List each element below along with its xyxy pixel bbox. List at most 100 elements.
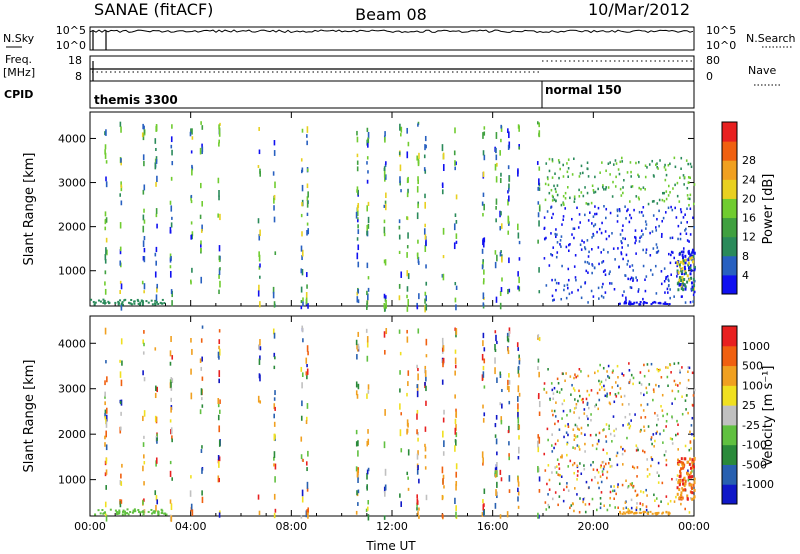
y-tick-label: 2000 bbox=[58, 221, 86, 234]
echo-cell bbox=[663, 199, 666, 203]
echo-cell bbox=[675, 478, 678, 481]
echo-cell bbox=[384, 137, 386, 143]
echo-cell bbox=[676, 269, 679, 273]
echo-cell bbox=[454, 281, 457, 286]
echo-cell bbox=[599, 502, 602, 506]
echo-cell bbox=[687, 197, 690, 200]
echo-cell bbox=[682, 260, 685, 264]
echo-cell bbox=[629, 511, 632, 514]
echo-cell bbox=[590, 418, 592, 422]
echo-cell bbox=[483, 269, 485, 275]
echo-cell bbox=[682, 247, 685, 250]
echo-cell bbox=[610, 282, 613, 285]
echo-cell bbox=[356, 354, 358, 360]
echo-cell bbox=[683, 463, 686, 467]
echo-cell bbox=[300, 300, 303, 304]
echo-cell bbox=[655, 163, 657, 167]
echo-cell bbox=[115, 512, 118, 515]
echo-cell bbox=[109, 508, 112, 511]
echo-cell bbox=[543, 387, 545, 391]
echo-cell bbox=[623, 302, 626, 305]
echo-cell bbox=[496, 377, 498, 383]
echo-cell bbox=[684, 287, 687, 291]
echo-cell bbox=[549, 398, 551, 402]
echo-cell bbox=[455, 463, 458, 470]
echo-cell bbox=[591, 271, 593, 275]
echo-cell bbox=[690, 424, 693, 427]
echo-cell bbox=[190, 503, 193, 510]
echo-cell bbox=[499, 469, 502, 475]
echo-cell bbox=[218, 195, 220, 201]
echo-cell bbox=[170, 256, 172, 261]
echo-cell bbox=[356, 136, 359, 143]
echo-cell bbox=[606, 476, 608, 480]
echo-cell bbox=[537, 465, 539, 473]
echo-cell bbox=[356, 160, 359, 165]
echo-cell bbox=[575, 406, 577, 409]
echo-cell bbox=[258, 284, 260, 292]
echo-cell bbox=[141, 300, 144, 303]
echo-cell bbox=[629, 286, 632, 289]
echo-cell bbox=[598, 297, 600, 300]
echo-cell bbox=[442, 255, 445, 259]
echo-cell bbox=[598, 486, 600, 490]
echo-cell bbox=[272, 291, 275, 299]
echo-cell bbox=[602, 467, 605, 471]
echo-cell bbox=[562, 175, 565, 178]
echo-cell bbox=[578, 195, 581, 198]
echo-cell bbox=[399, 164, 402, 172]
echo-cell bbox=[384, 203, 387, 211]
freq-label: Freq. bbox=[5, 53, 32, 66]
echo-cell bbox=[684, 444, 687, 448]
echo-cell bbox=[566, 442, 568, 446]
echo-cell bbox=[200, 449, 203, 453]
echo-cell bbox=[582, 171, 584, 175]
echo-cell bbox=[598, 398, 601, 402]
echo-cell bbox=[678, 200, 681, 203]
echo-cell bbox=[258, 510, 261, 516]
echo-cell bbox=[105, 407, 108, 414]
echo-cell bbox=[587, 301, 589, 304]
echo-cell bbox=[551, 158, 554, 161]
echo-cell bbox=[537, 512, 539, 519]
echo-cell bbox=[600, 231, 603, 235]
echo-cell bbox=[569, 196, 571, 200]
echo-cell bbox=[499, 226, 502, 231]
colorbar-tick-label: 24 bbox=[742, 173, 756, 186]
echo-cell bbox=[691, 475, 694, 479]
echo-cell bbox=[693, 251, 696, 255]
echo-cell bbox=[580, 285, 582, 289]
echo-cell bbox=[406, 336, 409, 343]
echo-cell bbox=[190, 234, 193, 240]
echo-cell bbox=[683, 265, 686, 269]
echo-cell bbox=[517, 481, 520, 487]
echo-cell bbox=[631, 185, 634, 188]
echo-cell bbox=[120, 426, 122, 431]
echo-cell bbox=[366, 305, 368, 310]
echo-cell bbox=[191, 231, 194, 237]
echo-cell bbox=[657, 167, 659, 170]
echo-cell bbox=[587, 423, 589, 427]
echo-cell bbox=[424, 298, 426, 304]
echo-cell bbox=[650, 436, 653, 439]
echo-cell bbox=[640, 391, 642, 395]
echo-cell bbox=[670, 273, 673, 276]
echo-cell bbox=[643, 429, 646, 432]
echo-cell bbox=[628, 369, 631, 372]
echo-cell bbox=[455, 511, 457, 518]
echo-cell bbox=[384, 484, 387, 491]
echo-cell bbox=[538, 336, 541, 342]
echo-cell bbox=[455, 432, 458, 438]
echo-cell bbox=[576, 478, 578, 481]
echo-cell bbox=[649, 254, 652, 257]
echo-cell bbox=[550, 444, 553, 447]
echo-cell bbox=[597, 439, 600, 443]
echo-cell bbox=[101, 509, 104, 512]
echo-cell bbox=[483, 347, 486, 352]
echo-cell bbox=[689, 440, 692, 443]
echo-cell bbox=[664, 168, 667, 172]
echo-cell bbox=[571, 173, 574, 176]
echo-cell bbox=[219, 213, 221, 221]
echo-cell bbox=[190, 475, 192, 479]
echo-cell bbox=[660, 282, 663, 286]
